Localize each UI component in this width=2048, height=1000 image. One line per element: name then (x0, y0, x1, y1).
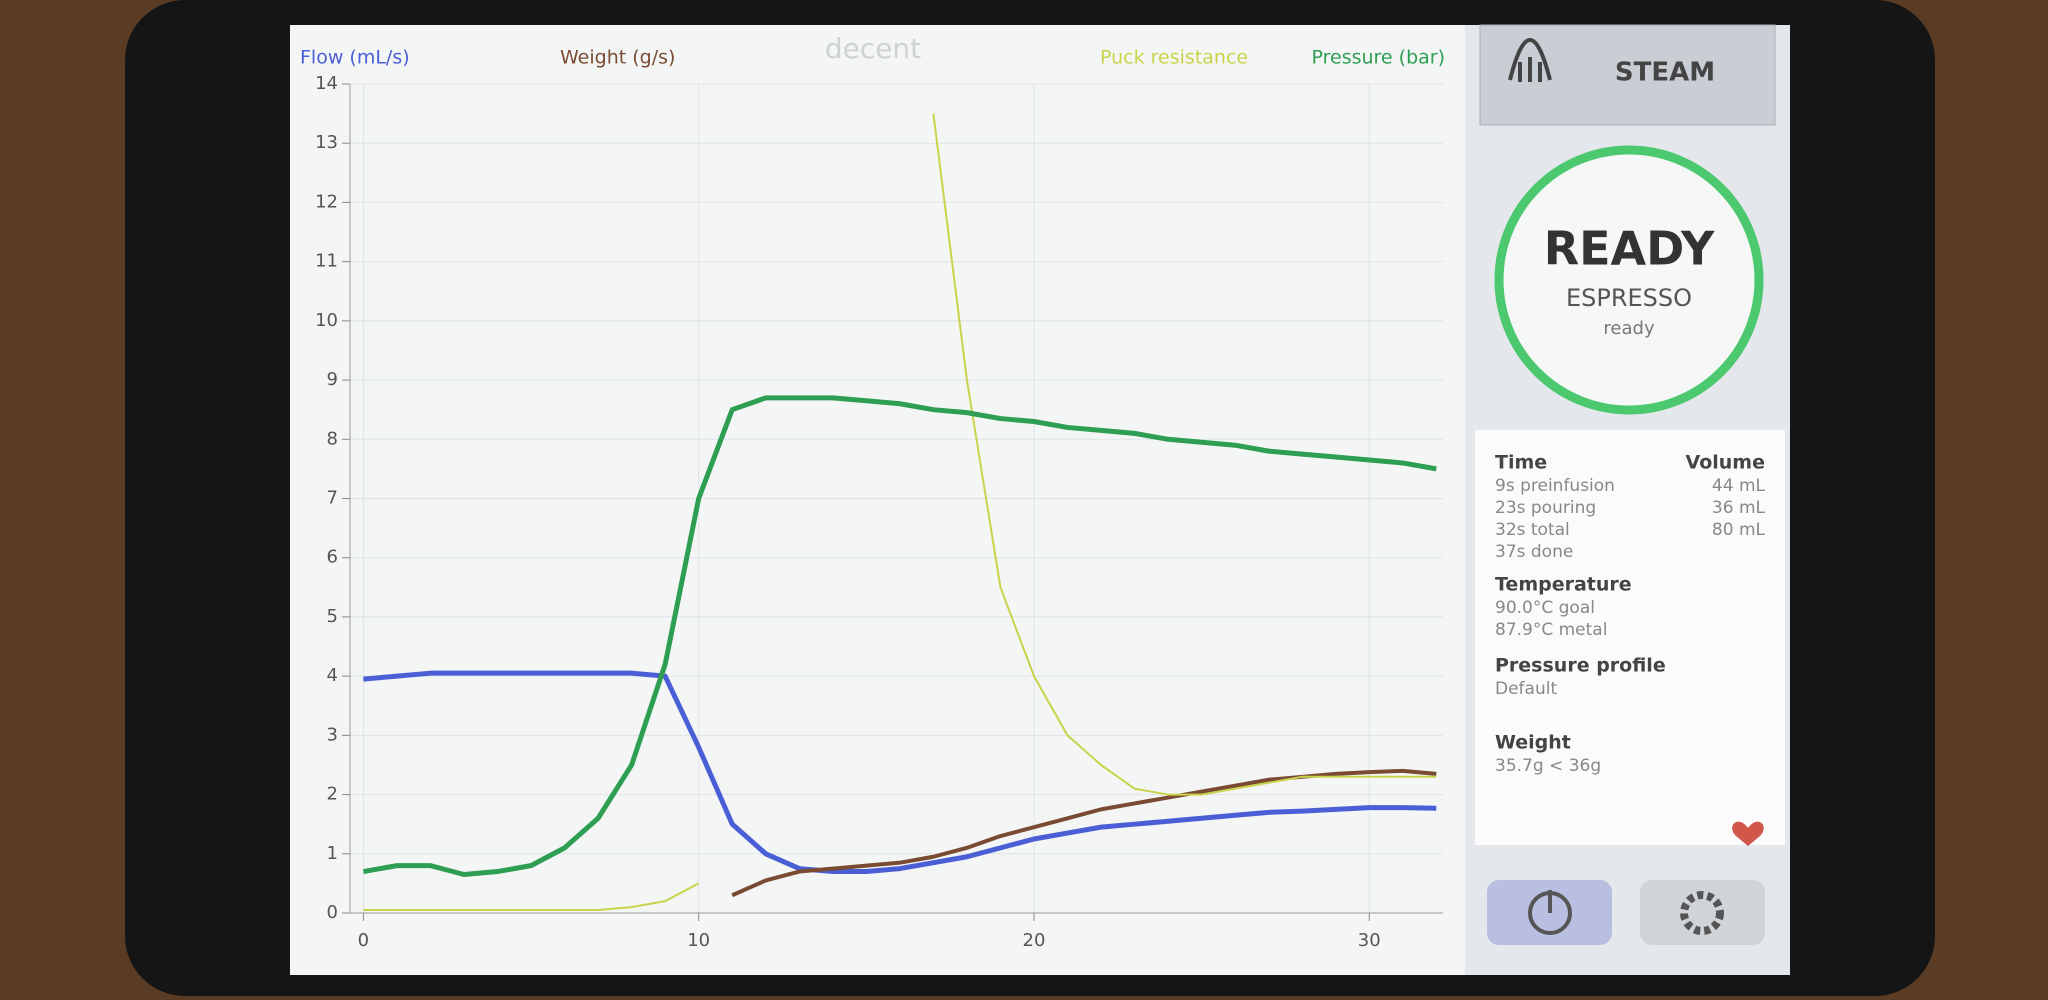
settings-button[interactable] (1640, 880, 1765, 945)
status-title: READY (1544, 222, 1715, 276)
info-line: 36 mL (1712, 498, 1766, 518)
info-line: 90.0°C goal (1495, 598, 1595, 618)
settings-icon (1680, 891, 1724, 935)
series-line (363, 882, 700, 912)
info-heading: Temperature (1495, 574, 1632, 596)
info-line: 35.7g < 36g (1495, 756, 1601, 776)
status-state: ready (1603, 318, 1655, 339)
info-line: 80 mL (1712, 520, 1766, 540)
info-heading: Weight (1495, 732, 1571, 754)
y-tick-label: 1 (327, 843, 338, 864)
y-tick-label: 2 (327, 784, 338, 805)
info-line: 44 mL (1712, 476, 1766, 496)
status-mode: ESPRESSO (1566, 284, 1692, 312)
series-line (731, 768, 1437, 898)
legend-entry: Flow (mL/s) (300, 47, 410, 69)
favorite-icon[interactable] (1732, 821, 1764, 846)
info-line: 32s total (1495, 520, 1570, 540)
logo: decent (825, 32, 921, 65)
info-heading: Volume (1686, 452, 1765, 474)
info-heading: Pressure profile (1495, 655, 1666, 677)
series-line (363, 670, 1437, 875)
info-line: 9s preinfusion (1495, 476, 1615, 496)
series-line (932, 113, 1437, 796)
x-tick-label: 30 (1358, 930, 1381, 951)
y-tick-label: 4 (327, 665, 338, 686)
info-line: 37s done (1495, 542, 1573, 562)
y-tick-label: 3 (327, 724, 338, 745)
y-tick-label: 10 (315, 310, 338, 331)
y-tick-label: 5 (327, 606, 338, 627)
y-tick-label: 8 (327, 428, 338, 449)
legend-entry: Weight (g/s) (560, 47, 675, 69)
x-tick-label: 0 (358, 930, 369, 951)
legend-entry: Puck resistance (1100, 47, 1248, 69)
legend-entry: Pressure (bar) (1311, 47, 1445, 69)
info-heading: Time (1495, 452, 1547, 474)
series-line (362, 395, 1437, 878)
y-tick-label: 9 (327, 369, 338, 390)
y-tick-label: 11 (315, 251, 338, 272)
x-tick-label: 10 (687, 930, 710, 951)
y-tick-label: 0 (327, 902, 338, 923)
status-ring[interactable] (1494, 145, 1764, 415)
y-tick-label: 12 (315, 191, 338, 212)
info-panel (1475, 430, 1785, 845)
y-tick-label: 6 (327, 547, 338, 568)
steam-label[interactable]: STEAM (1615, 58, 1715, 88)
info-line: 87.9°C metal (1495, 620, 1607, 640)
steam-button[interactable]: STEAM (1479, 24, 1776, 126)
y-tick-label: 14 (315, 73, 338, 94)
info-line: Default (1495, 679, 1557, 699)
x-tick-label: 20 (1023, 930, 1046, 951)
info-line: 23s pouring (1495, 498, 1596, 518)
steam-icon (1508, 37, 1552, 82)
y-tick-label: 13 (315, 132, 338, 153)
y-tick-label: 7 (327, 488, 338, 509)
